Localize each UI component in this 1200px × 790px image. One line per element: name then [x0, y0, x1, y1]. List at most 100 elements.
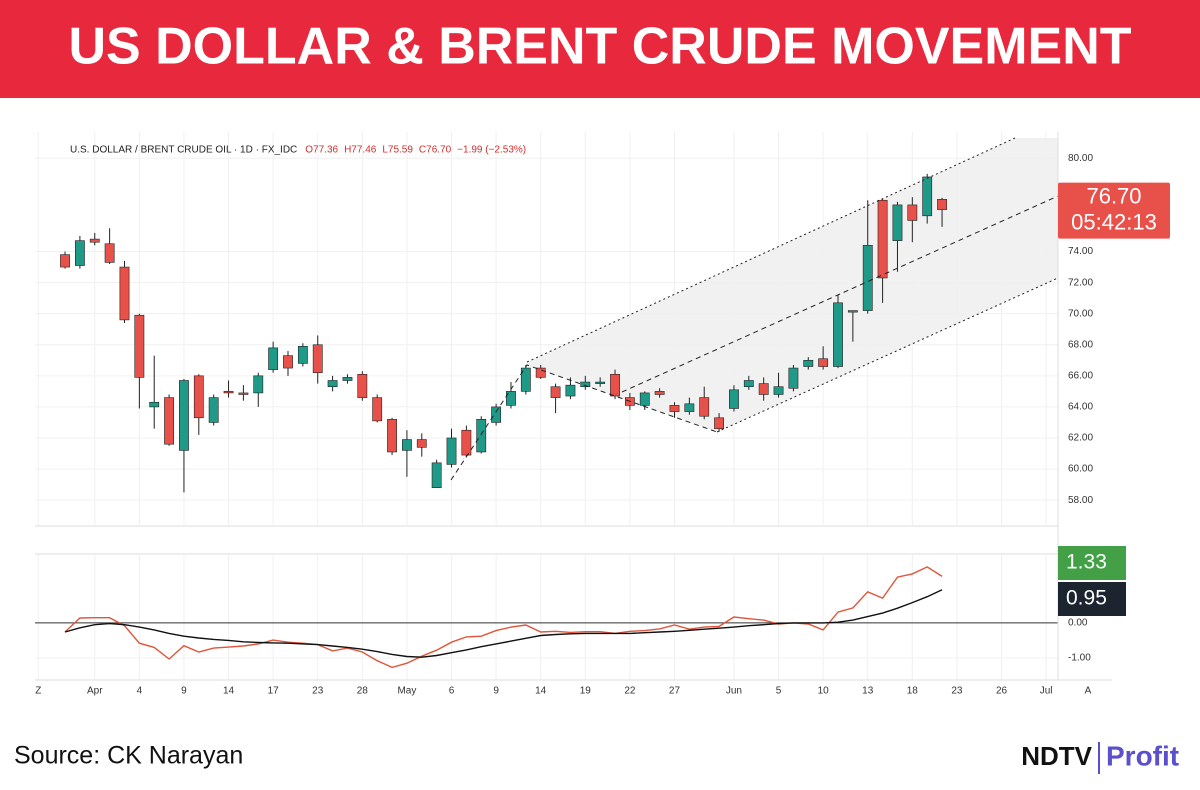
y-tick-label: 68.00 — [1068, 339, 1093, 350]
candle-body — [937, 199, 947, 210]
x-tick-label: Apr — [87, 686, 103, 697]
candle-body — [803, 359, 814, 367]
y-tick-label: 58.00 — [1068, 495, 1093, 506]
candle-body — [149, 401, 160, 408]
y-tick-label: -1.00 — [1068, 653, 1091, 664]
indicator-badge — [1058, 546, 1126, 580]
price-badge-value: 76.70 — [1086, 183, 1141, 208]
candle-body — [357, 373, 368, 398]
candle-body — [342, 377, 353, 381]
candle-body — [312, 344, 323, 374]
y-tick-label: 66.00 — [1068, 370, 1093, 381]
candle-body — [253, 375, 264, 394]
y-tick-label: 74.00 — [1068, 246, 1093, 257]
candle-body — [714, 417, 724, 429]
candle-body — [461, 429, 472, 456]
x-tick-label: Jun — [726, 686, 742, 697]
candle-body — [729, 389, 739, 409]
x-tick-label: 19 — [580, 686, 592, 697]
x-tick-label: 9 — [493, 686, 499, 697]
candle-body — [119, 266, 130, 321]
banner — [0, 0, 1200, 98]
ohlc-value: O77.36 — [305, 145, 338, 156]
candle-body — [238, 392, 249, 395]
x-tick-label: 23 — [312, 686, 324, 697]
x-tick-label: 6 — [449, 686, 455, 697]
candle-body — [193, 375, 204, 419]
ohlc-value: L75.59 — [382, 145, 413, 156]
candle-body — [550, 386, 561, 398]
x-tick-label: 14 — [535, 686, 547, 697]
candle-body — [89, 238, 100, 243]
logo-ndtv: NDTV — [1021, 741, 1092, 771]
candle-body — [372, 397, 383, 422]
channel-mid — [621, 195, 1059, 393]
candle-body — [104, 243, 115, 263]
y-tick-label: 60.00 — [1068, 464, 1093, 475]
axis-button[interactable]: A — [1085, 686, 1092, 697]
title: US DOLLAR & BRENT CRUDE MOVEMENT — [68, 18, 1131, 76]
candle-body — [268, 347, 279, 370]
candle-body — [818, 358, 829, 367]
source: Source: CK Narayan — [14, 742, 243, 770]
candle-body — [164, 397, 174, 445]
candle-body — [595, 381, 606, 384]
candle-body — [223, 391, 234, 394]
x-tick-label: 18 — [907, 686, 919, 697]
x-tick-label: May — [397, 686, 416, 697]
candle-body — [907, 204, 918, 221]
y-tick-label: 0.00 — [1068, 618, 1088, 629]
ohlc-value: H77.46 — [344, 145, 377, 156]
candle-body — [506, 391, 516, 406]
candle-body — [74, 240, 85, 266]
y-tick-label: 64.00 — [1068, 402, 1093, 413]
candle-body — [862, 245, 873, 311]
candle-body — [134, 314, 145, 378]
price-badge — [1058, 182, 1170, 239]
candle-body — [387, 419, 397, 453]
candle-body — [402, 439, 412, 451]
candle-body — [491, 406, 502, 423]
ohlc-value: −1.99 (−2.53%) — [457, 145, 526, 156]
x-tick-label: 26 — [996, 686, 1008, 697]
x-tick-label: 13 — [862, 686, 874, 697]
candle-body — [892, 204, 903, 241]
indicator-badge-value: 0.95 — [1066, 587, 1107, 610]
y-tick-label: 62.00 — [1068, 433, 1093, 444]
x-tick-label: Jul — [1040, 686, 1053, 697]
candle-body — [416, 439, 427, 448]
candle-body — [580, 381, 591, 388]
candle-body — [446, 437, 457, 465]
candle-body — [847, 310, 858, 313]
candle-body — [639, 392, 650, 406]
candle-body — [520, 367, 531, 392]
legend-text: U.S. DOLLAR / BRENT CRUDE OIL · 1D · FX_… — [70, 145, 297, 156]
indicator-line — [64, 589, 943, 658]
candle-body — [297, 346, 308, 364]
x-tick-label: 17 — [268, 686, 280, 697]
y-tick-label: 70.00 — [1068, 308, 1093, 319]
y-tick-label: 72.00 — [1068, 277, 1093, 288]
x-tick-label: 4 — [137, 686, 143, 697]
candle-body — [431, 462, 442, 489]
ohlc-value: C76.70 — [419, 145, 452, 156]
candle-body — [699, 397, 710, 417]
candle-body — [208, 397, 219, 423]
candle-body — [327, 380, 338, 388]
candle-body — [833, 302, 843, 367]
candle-body — [610, 373, 620, 397]
candle-body — [758, 383, 769, 395]
channel-lower — [716, 277, 1059, 433]
x-tick-label: 5 — [776, 686, 782, 697]
candle-body — [788, 367, 799, 389]
candle-body — [669, 405, 680, 412]
candle-body — [743, 380, 754, 388]
candle-body — [654, 391, 665, 395]
channel-edge — [450, 364, 718, 481]
candle-body — [565, 384, 576, 397]
candle-body — [60, 254, 70, 268]
x-tick-label: 14 — [223, 686, 235, 697]
x-tick-label: 28 — [357, 686, 369, 697]
candle-body — [283, 355, 293, 369]
candle-body — [179, 380, 189, 451]
